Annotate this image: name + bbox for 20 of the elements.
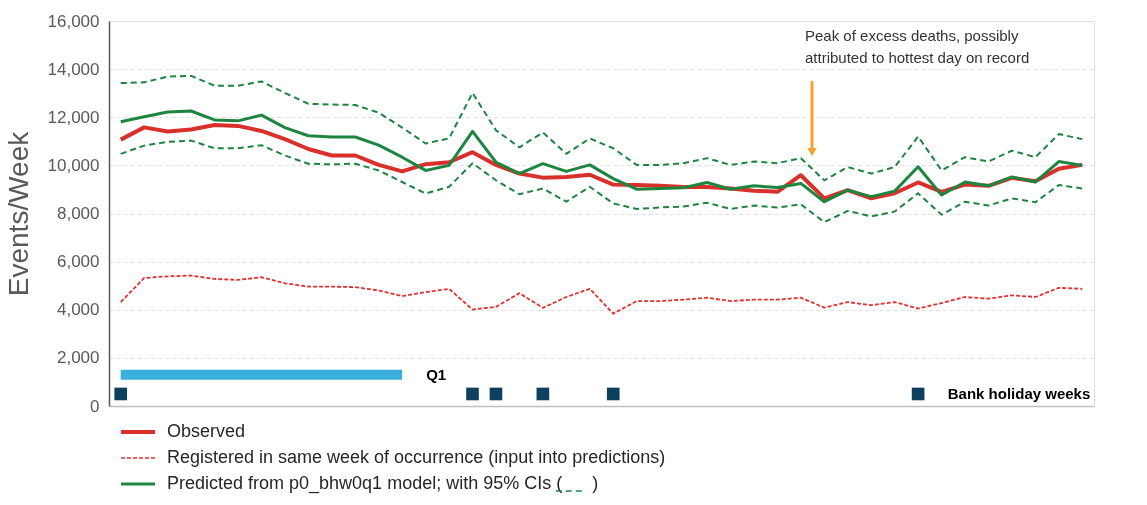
series-label: Bank holiday weeks bbox=[947, 384, 1091, 402]
line-series bbox=[119, 139, 1084, 224]
series-label: Q1 bbox=[426, 365, 447, 383]
line-series bbox=[119, 74, 1084, 182]
y-tick-label: 4,000 bbox=[56, 300, 100, 320]
y-tick-label: 8,000 bbox=[56, 204, 100, 223]
y-tick-label: 12,000 bbox=[47, 107, 100, 127]
y-tick-label: 10,000 bbox=[47, 155, 100, 175]
legend-label: Predicted from p0_bhw0q1 model; with 95% CIs ( ) bbox=[167, 473, 599, 494]
annotation: Peak of excess deaths, possibly attributed to hottest day on record bbox=[805, 27, 1030, 66]
y-tick-label: 16,000 bbox=[47, 11, 100, 31]
y-tick-label: 0 bbox=[90, 396, 100, 416]
y-tick-label: 14,000 bbox=[47, 59, 100, 79]
legend-label: Observed bbox=[167, 421, 246, 441]
y-axis-title: Events/Week bbox=[2, 130, 34, 297]
line-series bbox=[119, 109, 1084, 204]
legend-label: Registered in same week of occurrence (input into predictions) bbox=[167, 447, 666, 467]
y-tick-label: 6,000 bbox=[56, 252, 100, 272]
line-series bbox=[119, 274, 1084, 315]
y-tick-label: 2,000 bbox=[56, 348, 100, 368]
